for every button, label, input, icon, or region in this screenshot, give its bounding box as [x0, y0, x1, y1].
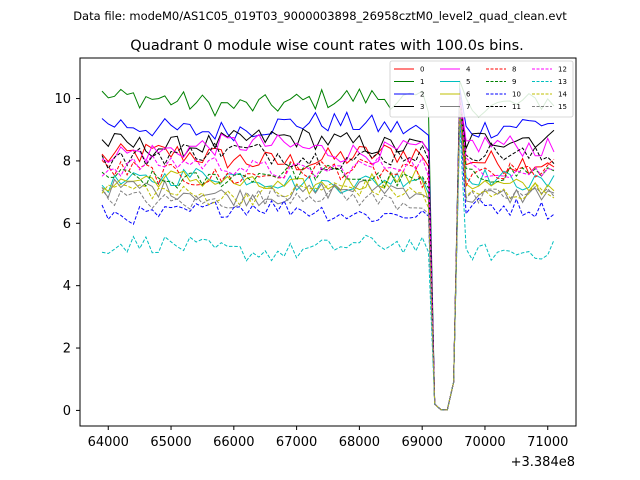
x-axis: 64000 65000 66000 67000 68000 69000 70000 71000: [88, 426, 568, 450]
legend-label-3: 3: [420, 103, 424, 111]
x-tick-label: 64000: [88, 435, 129, 450]
y-tick-label: 4: [63, 279, 71, 294]
legend-label-15: 15: [558, 103, 567, 111]
series-line-0: [101, 97, 555, 411]
x-tick-label: 70000: [464, 435, 505, 450]
legend-label-0: 0: [420, 66, 424, 74]
y-axis: 0 2 4 6 8 10: [54, 92, 80, 419]
x-tick-label: 65000: [150, 435, 191, 450]
series-line-11: [101, 96, 555, 411]
series-line-4: [101, 94, 555, 411]
x-tick-label: 71000: [527, 435, 568, 450]
legend-label-1: 1: [420, 78, 424, 86]
plot-area: [80, 58, 576, 426]
x-tick-label: 66000: [213, 435, 254, 450]
legend-label-14: 14: [558, 91, 567, 99]
series-layer: [101, 80, 555, 411]
legend-label-10: 10: [512, 91, 521, 99]
legend-label-12: 12: [558, 66, 567, 74]
legend-label-2: 2: [420, 91, 424, 99]
series-line-15: [101, 109, 555, 411]
legend-label-7: 7: [466, 103, 470, 111]
x-tick-label: 69000: [401, 435, 442, 450]
legend-label-13: 13: [558, 78, 567, 86]
y-tick-label: 10: [54, 92, 71, 107]
y-tick-label: 8: [63, 154, 71, 169]
series-line-14: [101, 107, 555, 411]
series-line-6: [101, 105, 555, 411]
suptitle: Data file: modeM0/AS1C05_019T03_90000038…: [73, 9, 567, 23]
legend-label-11: 11: [512, 103, 521, 111]
legend-label-5: 5: [466, 78, 470, 86]
series-line-12: [101, 100, 555, 411]
legend-label-9: 9: [512, 78, 516, 86]
legend-label-4: 4: [466, 66, 471, 74]
series-line-10: [101, 113, 555, 411]
y-tick-label: 0: [63, 404, 71, 419]
legend-label-6: 6: [466, 91, 471, 99]
legend-label-8: 8: [512, 66, 516, 74]
x-tick-label: 67000: [276, 435, 317, 450]
series-line-8: [101, 102, 555, 411]
series-line-3: [101, 92, 555, 411]
series-line-5: [101, 104, 555, 411]
y-tick-label: 2: [63, 342, 71, 357]
x-tick-label: 68000: [339, 435, 380, 450]
plot-frame: [79, 57, 577, 427]
y-tick-label: 6: [63, 217, 71, 232]
chart-title: Quadrant 0 module wise count rates with …: [130, 38, 524, 54]
series-line-2: [101, 88, 555, 411]
series-line-9: [101, 103, 555, 411]
x-offset-label: +3.384e8: [511, 455, 575, 470]
legend-box: [389, 60, 574, 118]
